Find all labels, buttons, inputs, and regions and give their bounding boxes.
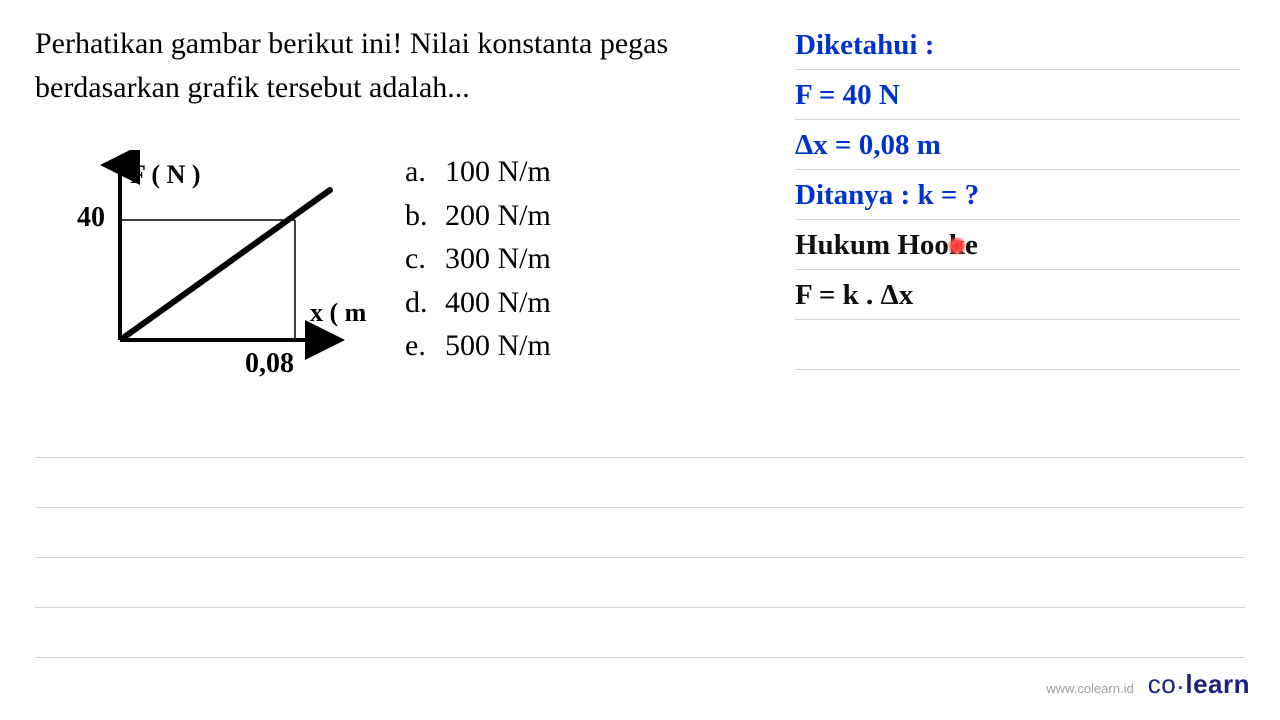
solution-line-4: Hukum Hooke [795,220,1240,270]
option-c: c. 300 N/m [405,237,551,281]
force-extension-graph: F ( N ) 40 x ( m ) 0,08 [35,150,375,380]
solution-text: F = 40 N [795,79,900,112]
ruled-line [35,558,1245,608]
question-block: Perhatikan gambar berikut ini! Nilai kon… [35,22,775,109]
ruled-line [35,608,1245,658]
ruled-line [35,408,1245,458]
footer-url: www.colearn.id [1046,681,1133,696]
solution-text: Δx = 0,08 m [795,129,941,162]
answer-options: a. 100 N/m b. 200 N/m c. 300 N/m d. 400 … [405,150,551,380]
brand-dot-icon: · [1176,671,1185,701]
option-letter: b. [405,194,445,238]
option-text: 100 N/m [445,150,551,194]
solution-line-3: Ditanya : k = ? [795,170,1240,220]
question-text: Perhatikan gambar berikut ini! Nilai kon… [35,22,775,109]
brand-logo: co·learn [1148,669,1250,702]
solution-line-2: Δx = 0,08 m [795,120,1240,170]
option-b: b. 200 N/m [405,194,551,238]
option-letter: a. [405,150,445,194]
solution-line-0: Diketahui : [795,20,1240,70]
solution-line-1: F = 40 N [795,70,1240,120]
graph-x-axis-label: x ( m ) [310,298,375,358]
solution-line-6 [795,320,1240,370]
graph-y-axis-label: F ( N ) [130,160,201,190]
option-a: a. 100 N/m [405,150,551,194]
solution-line-5: F = k . Δx [795,270,1240,320]
option-text: 400 N/m [445,281,551,325]
content-row: F ( N ) 40 x ( m ) 0,08 a. 100 N/m b. 20… [35,150,775,380]
solution-panel: Diketahui : F = 40 N Δx = 0,08 m Ditanya… [795,20,1240,370]
footer: www.colearn.id co·learn [1046,669,1250,702]
graph-x-tick-label: 0,08 [245,348,294,380]
option-e: e. 500 N/m [405,324,551,368]
option-text: 200 N/m [445,194,551,238]
solution-text: F = k . Δx [795,279,913,312]
solution-text: Diketahui : [795,29,934,62]
option-text: 500 N/m [445,324,551,368]
graph-y-tick-label: 40 [77,202,105,234]
ruled-line [35,458,1245,508]
lined-paper-area [35,408,1245,658]
option-letter: c. [405,237,445,281]
option-d: d. 400 N/m [405,281,551,325]
ruled-line [35,508,1245,558]
solution-text: Ditanya : k = ? [795,179,979,212]
laser-pointer-icon [947,236,967,256]
option-letter: e. [405,324,445,368]
option-letter: d. [405,281,445,325]
brand-learn: learn [1185,669,1250,699]
option-text: 300 N/m [445,237,551,281]
brand-co: co [1148,669,1176,699]
